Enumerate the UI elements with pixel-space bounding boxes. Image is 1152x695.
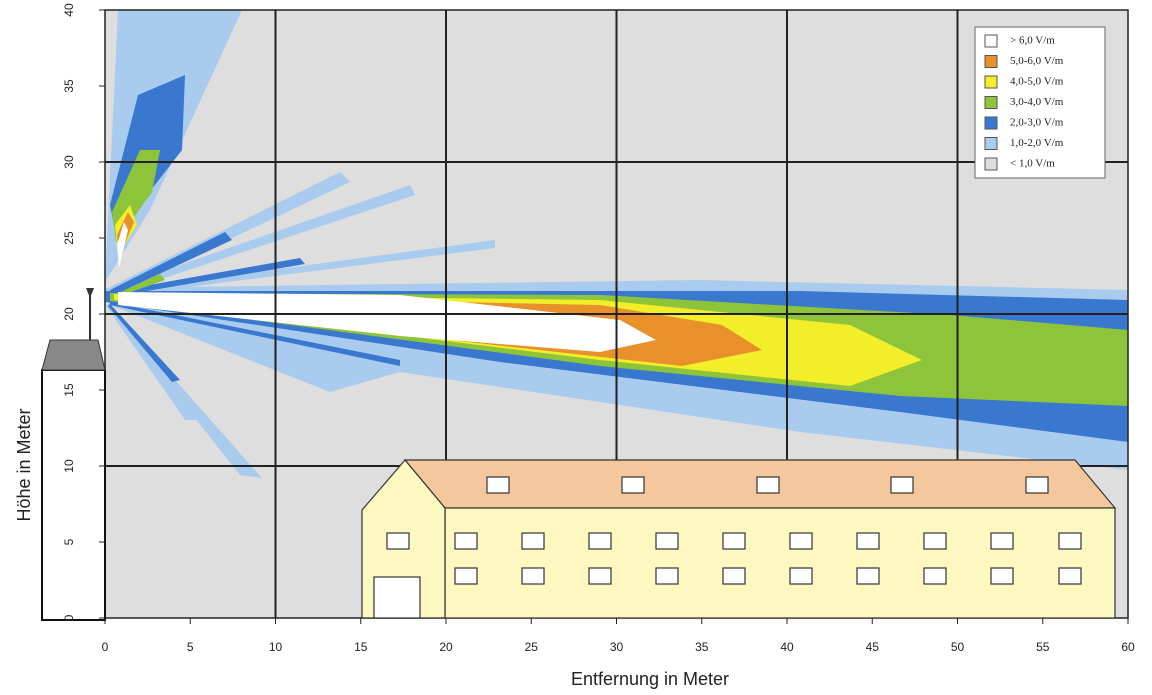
y-tick-label: 15 [62, 383, 76, 397]
window [455, 568, 477, 584]
window [1059, 533, 1081, 549]
y-tick-label: 30 [62, 155, 76, 169]
window [857, 568, 879, 584]
window [723, 533, 745, 549]
window [522, 533, 544, 549]
legend-label: 5,0-6,0 V/m [1010, 55, 1064, 67]
legend-swatch [985, 97, 997, 109]
legend-label: 1,0-2,0 V/m [1010, 137, 1064, 149]
x-tick-label: 25 [525, 640, 539, 654]
antenna-mast [42, 288, 105, 620]
window [723, 568, 745, 584]
y-tick-label: 40 [62, 3, 76, 17]
x-tick-label: 35 [695, 640, 709, 654]
x-tick-label: 40 [780, 640, 794, 654]
x-tick-label: 55 [1036, 640, 1050, 654]
window [757, 477, 779, 493]
x-tick-label: 45 [866, 640, 880, 654]
legend-swatch [985, 35, 997, 47]
window [790, 568, 812, 584]
window [622, 477, 644, 493]
x-tick-label: 30 [610, 640, 624, 654]
legend-label: < 1,0 V/m [1010, 158, 1055, 170]
window [656, 533, 678, 549]
x-tick-label: 15 [354, 640, 368, 654]
window [522, 568, 544, 584]
page: {"chart_data": {"type": "field-map", "xl… [0, 0, 1152, 690]
x-tick-label: 5 [187, 640, 194, 654]
x-tick-label: 50 [951, 640, 965, 654]
window [589, 533, 611, 549]
legend-swatch [985, 158, 997, 170]
window [589, 568, 611, 584]
legend-swatch [985, 117, 997, 129]
y-tick-label: 0 [62, 614, 76, 621]
y-tick-label: 25 [62, 231, 76, 245]
x-tick-label: 10 [269, 640, 283, 654]
window [891, 477, 913, 493]
y-tick-label: 35 [62, 79, 76, 93]
window [857, 533, 879, 549]
window [991, 568, 1013, 584]
legend-swatch [985, 76, 997, 88]
x-tick-label: 0 [102, 640, 109, 654]
legend-label: > 6,0 V/m [1010, 35, 1055, 47]
window [790, 533, 812, 549]
y-tick-label: 20 [62, 307, 76, 321]
building [362, 460, 1115, 618]
window [455, 533, 477, 549]
y-axis-label: Höhe in Meter [14, 408, 34, 521]
chart: > 6,0 V/m 5,0-6,0 V/m 4,0-5,0 V/m 3,0-4,0 V… [0, 0, 1152, 690]
legend: > 6,0 V/m 5,0-6,0 V/m 4,0-5,0 V/m 3,0-4,0 V… [975, 27, 1105, 178]
window [387, 533, 409, 549]
x-tick-label: 20 [439, 640, 453, 654]
legend-label: 2,0-3,0 V/m [1010, 117, 1064, 129]
x-axis-label: Entfernung in Meter [571, 669, 729, 689]
window [924, 533, 946, 549]
legend-swatch [985, 56, 997, 68]
x-tick-label: 60 [1121, 640, 1135, 654]
window [1026, 477, 1048, 493]
legend-label: 3,0-4,0 V/m [1010, 96, 1064, 108]
y-tick-label: 5 [62, 538, 76, 545]
window [991, 533, 1013, 549]
window [924, 568, 946, 584]
y-tick-label: 10 [62, 459, 76, 473]
window [1059, 568, 1081, 584]
legend-label: 4,0-5,0 V/m [1010, 76, 1064, 88]
window [487, 477, 509, 493]
window [656, 568, 678, 584]
legend-swatch [985, 138, 997, 150]
